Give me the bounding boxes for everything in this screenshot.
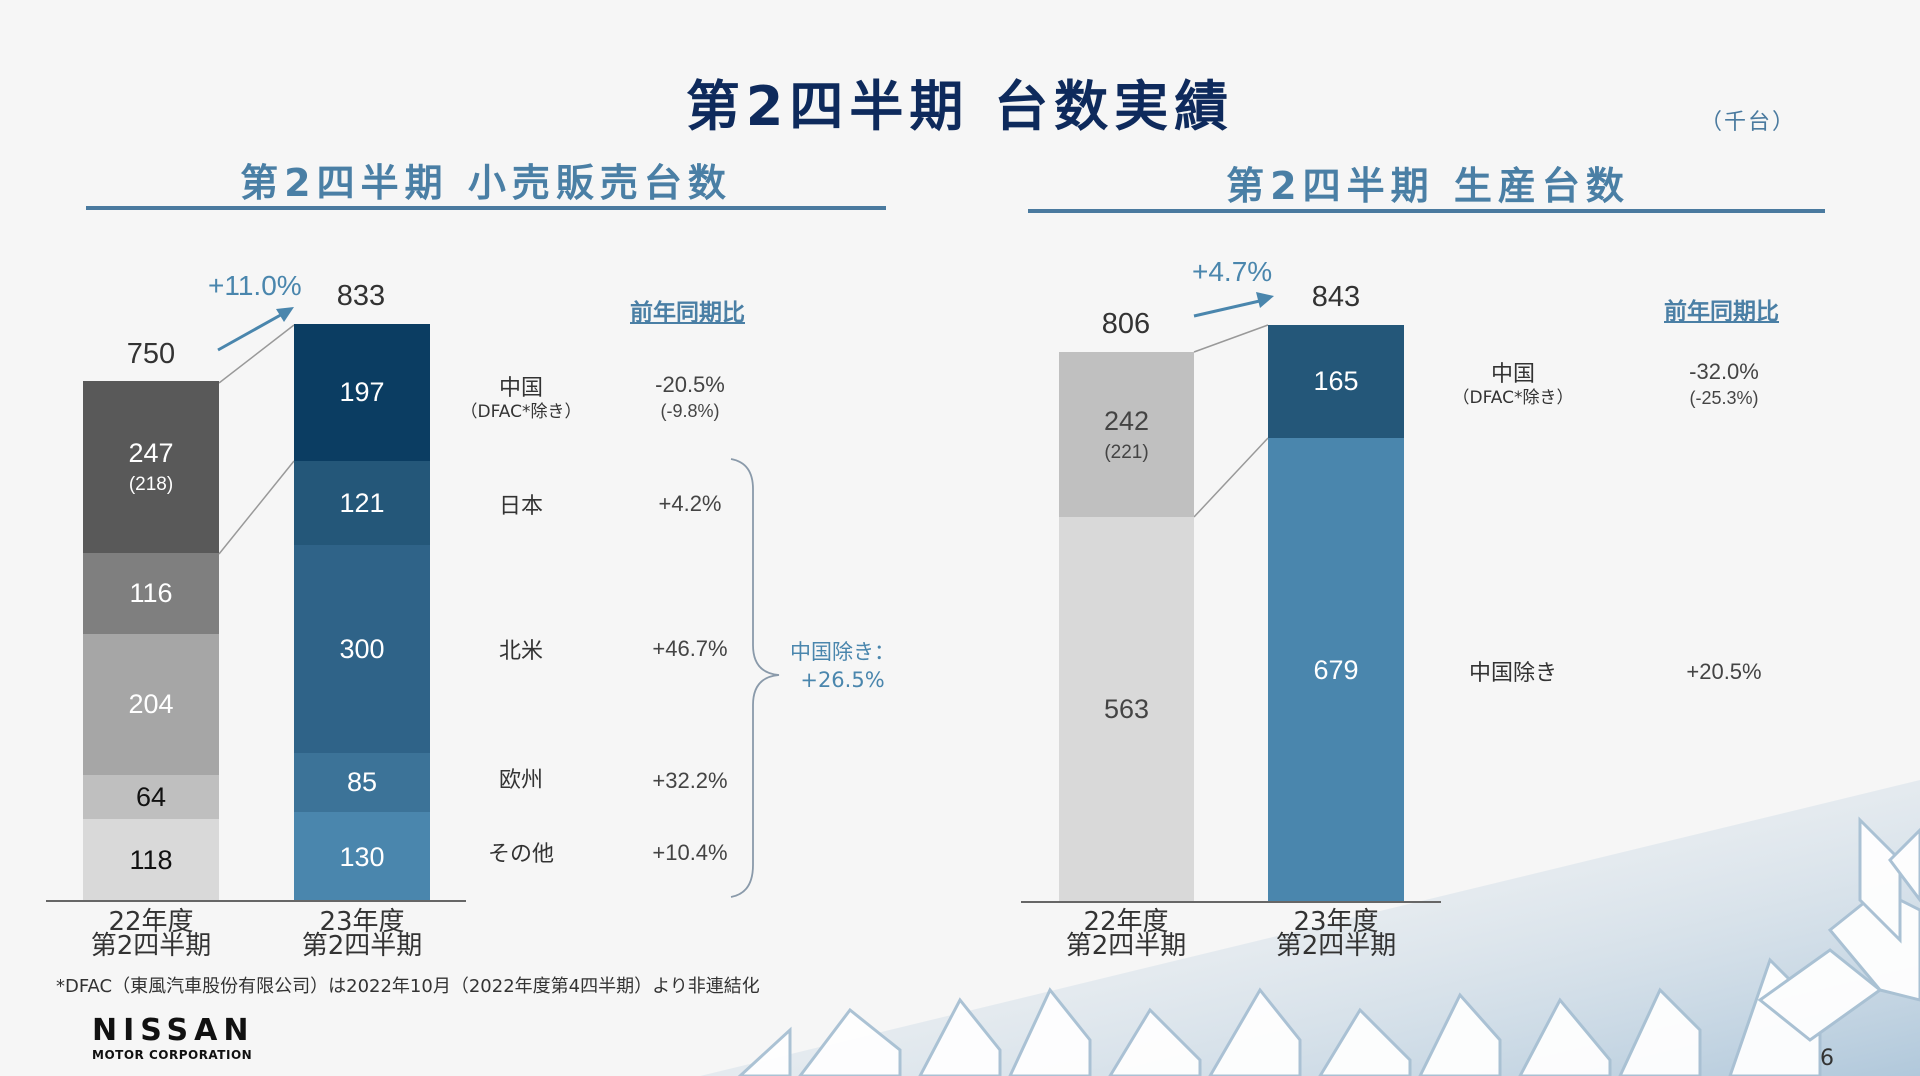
retail-category-22: 22年度 第2四半期 [90, 907, 212, 961]
production-category-23: 23年度 第2四半期 [1275, 907, 1397, 961]
retail-total-23: 833 [336, 280, 386, 312]
retail-region-north-america: 北米 [498, 639, 543, 664]
retail-bar-22: 247 (218) 116 204 64 118 [83, 381, 219, 902]
production-growth-label: +4.7% [1192, 256, 1273, 287]
retail-growth-label: +11.0% [208, 270, 302, 301]
production-yoy-header: 前年同期比 [1664, 299, 1779, 325]
production-region-china: 中国 （DFAC*除き） [1452, 362, 1574, 408]
retail-yoy-header: 前年同期比 [630, 300, 745, 326]
production-bar-23: 165 679 [1268, 325, 1404, 902]
production-region-ex-china: 中国除き [1468, 661, 1557, 686]
retail-yoy-other: +10.4% [652, 840, 728, 865]
production-yoy-china: -32.0% (-25.3%) [1689, 359, 1759, 408]
retail-yoy-europe: +32.2% [652, 768, 728, 793]
retail-category-23: 23年度 第2四半期 [301, 907, 423, 961]
retail-22-japan: 116 [83, 553, 219, 634]
production-category-22: 22年度 第2四半期 [1065, 907, 1187, 961]
retail-yoy-japan: +4.2% [658, 491, 722, 516]
page-title: 第2四半期 台数実績 [685, 75, 1235, 138]
retail-23-other: 130 [294, 812, 430, 902]
production-baseline [1021, 901, 1441, 903]
dfac-footnote: *DFAC（東風汽車股份有限公司）は2022年10月（2022年度第4四半期）よ… [56, 976, 760, 997]
page-number: 6 [1820, 1046, 1834, 1071]
retail-23-north-america: 300 [294, 545, 430, 753]
production-22-china: 242 (221) [1059, 352, 1194, 517]
production-yoy-ex-china: +20.5% [1686, 659, 1762, 684]
retail-22-china: 247 (218) [83, 381, 219, 553]
retail-22-europe: 64 [83, 775, 219, 819]
production-bar-22: 242 (221) 563 [1059, 352, 1194, 902]
retail-yoy-north-america: +46.7% [652, 636, 728, 661]
retail-section-title: 第2四半期 小売販売台数 [240, 161, 732, 205]
growth-arrow-icon [217, 307, 294, 352]
retail-bar-23: 197 121 300 85 130 [294, 324, 430, 902]
retail-total-22: 750 [126, 338, 176, 370]
production-section-title: 第2四半期 生産台数 [1226, 164, 1630, 208]
retail-23-europe: 85 [294, 753, 430, 812]
production-total-22: 806 [1101, 308, 1151, 340]
retail-baseline [46, 900, 466, 902]
retail-23-japan: 121 [294, 461, 430, 545]
curly-bracket-icon [730, 458, 780, 898]
retail-region-other: その他 [487, 842, 554, 867]
retail-23-china: 197 [294, 324, 430, 461]
retail-yoy-china: -20.5% (-9.8%) [655, 372, 725, 421]
production-section-rule [1028, 209, 1825, 213]
retail-region-europe: 欧州 [498, 768, 543, 793]
production-total-23: 843 [1311, 281, 1361, 313]
retail-section-rule [86, 206, 886, 210]
production-22-ex-china: 563 [1059, 517, 1194, 902]
retail-region-japan: 日本 [498, 494, 543, 519]
retail-region-china: 中国 （DFAC*除き） [460, 376, 582, 422]
production-23-ex-china: 679 [1268, 438, 1404, 902]
unit-label: （千台） [1700, 110, 1797, 135]
retail-22-north-america: 204 [83, 634, 219, 775]
nissan-logo: NISSAN MOTOR CORPORATION [92, 1013, 255, 1063]
growth-arrow-icon [1193, 292, 1274, 318]
production-23-china: 165 [1268, 325, 1404, 438]
ex-china-note: 中国除き： +26.5% [790, 640, 895, 692]
retail-22-other: 118 [83, 819, 219, 902]
